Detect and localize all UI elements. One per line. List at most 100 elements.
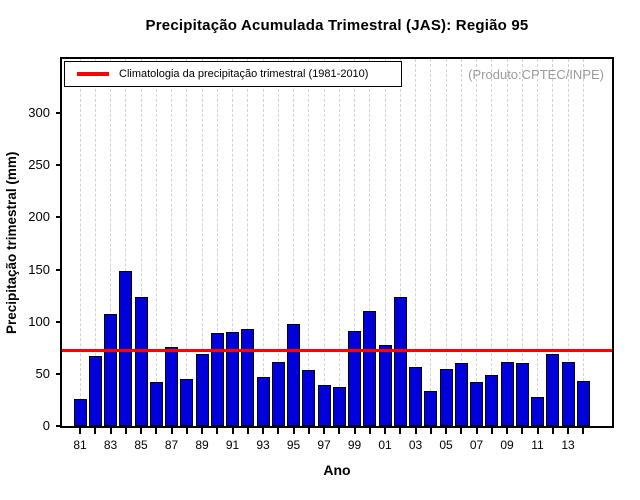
x-tick xyxy=(246,428,249,434)
gridline xyxy=(94,59,96,426)
y-tick-label: 300 xyxy=(28,105,50,121)
gridline xyxy=(201,59,203,426)
gridline xyxy=(552,59,554,426)
gridline xyxy=(293,59,294,426)
legend-label: Climatologia da precipitação trimestral … xyxy=(119,68,369,80)
x-tick-label: 99 xyxy=(347,438,362,452)
x-tick-label: 09 xyxy=(500,438,514,452)
x-tick xyxy=(353,428,356,434)
gridline xyxy=(521,59,523,426)
legend-box: Climatologia da precipitação trimestral … xyxy=(64,61,402,87)
bar-1985 xyxy=(134,297,148,426)
x-tick xyxy=(262,428,264,434)
x-tick xyxy=(399,428,402,434)
y-tick-label: 200 xyxy=(28,209,50,225)
x-tick xyxy=(124,428,127,434)
plot-area: Climatologia da precipitação trimestral … xyxy=(60,57,614,428)
bar-1991 xyxy=(226,332,239,426)
x-tick xyxy=(216,428,219,434)
x-tick-label: 95 xyxy=(286,438,301,452)
gridline xyxy=(384,59,386,426)
x-tick-label: 01 xyxy=(378,438,392,452)
chart-title: Precipitação Acumulada Trimestral (JAS):… xyxy=(145,17,529,34)
x-tick xyxy=(155,428,158,434)
bar-2011 xyxy=(531,397,544,426)
y-tick xyxy=(56,112,62,115)
gridline xyxy=(430,59,432,426)
bar-2003 xyxy=(409,367,422,426)
x-tick xyxy=(94,428,97,434)
x-tick xyxy=(551,428,554,434)
x-tick-label: 13 xyxy=(561,438,575,452)
gridline xyxy=(308,59,310,426)
gridline xyxy=(567,59,569,426)
y-tick-label: 150 xyxy=(28,261,50,277)
x-tick xyxy=(185,428,188,434)
x-tick-label: 97 xyxy=(317,438,331,452)
gridline xyxy=(125,59,127,426)
x-tick-label: 81 xyxy=(73,438,87,452)
bar-2000 xyxy=(363,311,377,426)
gridline xyxy=(323,59,325,426)
x-tick xyxy=(201,428,203,434)
gridline xyxy=(186,59,188,426)
x-tick-label: 11 xyxy=(531,438,544,452)
gridline xyxy=(415,59,416,426)
bar-1987 xyxy=(165,347,178,426)
x-tick-label: 83 xyxy=(103,438,118,452)
x-tick xyxy=(384,428,386,434)
gridline xyxy=(460,59,462,426)
x-tick xyxy=(521,428,524,434)
y-axis: 0 50 100 150 200 250 300 xyxy=(0,59,62,433)
x-tick xyxy=(490,428,493,434)
y-tick-label: 100 xyxy=(28,313,50,329)
x-tick-label: 07 xyxy=(469,438,484,452)
x-tick xyxy=(140,428,142,434)
gridline xyxy=(216,59,218,426)
climatology-line xyxy=(62,349,612,353)
bar-1993 xyxy=(256,377,270,426)
gridline xyxy=(476,59,477,426)
bar-1990 xyxy=(210,333,224,426)
bar-2010 xyxy=(515,363,529,426)
x-tick xyxy=(475,428,478,434)
x-tick-label: 89 xyxy=(195,438,209,452)
bar-2002 xyxy=(393,297,407,426)
bar-2009 xyxy=(500,362,514,426)
gridline xyxy=(399,59,401,426)
bar-1996 xyxy=(302,370,316,426)
gridline xyxy=(247,59,249,426)
x-tick xyxy=(109,428,112,434)
x-tick xyxy=(79,428,81,434)
bar-2001 xyxy=(378,345,392,426)
bar-1992 xyxy=(241,329,255,426)
x-tick-label: 85 xyxy=(134,438,148,452)
x-tick-label: 05 xyxy=(439,438,453,452)
y-tick-label: 50 xyxy=(35,365,50,381)
x-tick xyxy=(231,428,234,434)
source-annotation: (Produto:CPTEC/INPE) xyxy=(468,67,604,82)
legend-line-sample-icon xyxy=(77,72,109,76)
bar-2008 xyxy=(485,375,499,426)
x-tick xyxy=(506,428,508,434)
y-tick xyxy=(56,164,62,167)
x-tick xyxy=(414,428,417,434)
gridline xyxy=(369,59,371,426)
x-tick xyxy=(338,428,341,434)
bar-1989 xyxy=(195,354,209,426)
x-tick xyxy=(536,428,539,434)
x-axis-title: Ano xyxy=(323,462,351,478)
gridline xyxy=(582,59,584,426)
x-tick xyxy=(292,428,295,434)
x-tick xyxy=(429,428,432,434)
gridline xyxy=(338,59,340,426)
bar-2007 xyxy=(470,382,483,426)
bar-1983 xyxy=(104,314,117,426)
y-tick-label: 0 xyxy=(42,418,50,433)
gridline xyxy=(354,59,355,426)
y-tick xyxy=(56,268,62,271)
bar-2012 xyxy=(546,354,560,426)
gridline xyxy=(506,59,508,426)
x-axis: 81 83 85 87 89 91 93 95 97 99 01 03 05 07 09 11 13 xyxy=(62,426,612,460)
gridline xyxy=(445,59,447,426)
